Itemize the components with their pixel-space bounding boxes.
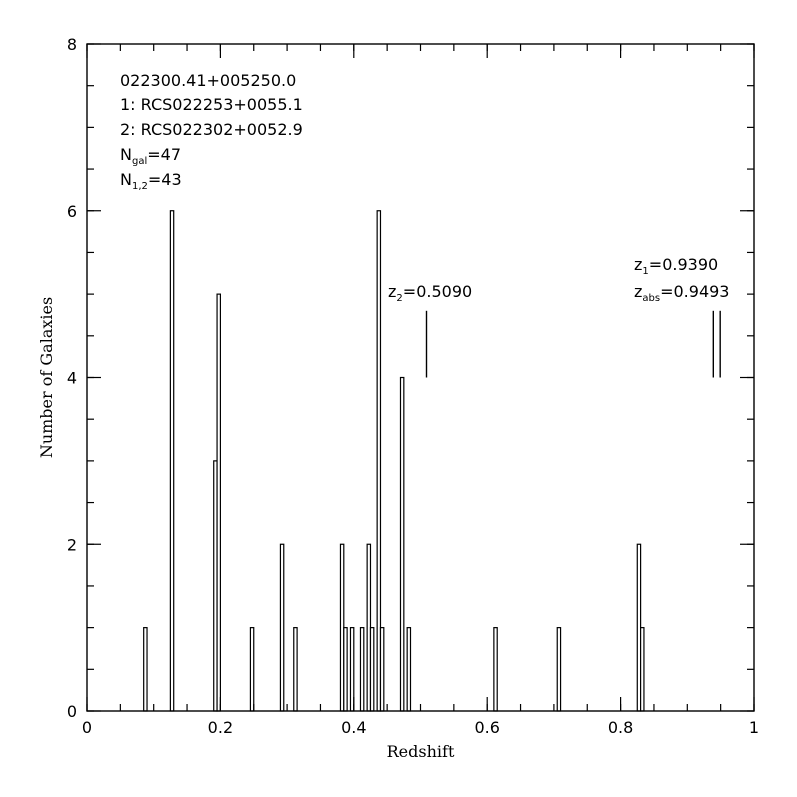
y-tick-label: 2 bbox=[67, 535, 77, 554]
histogram-bar bbox=[143, 627, 148, 712]
histogram-bar bbox=[293, 627, 298, 712]
histogram-bar bbox=[343, 627, 348, 712]
y-axis-title: Number of Galaxies bbox=[37, 297, 56, 458]
z2-z: z bbox=[388, 282, 396, 301]
x-axis-title: Redshift bbox=[387, 742, 455, 761]
histogram-bar bbox=[493, 627, 498, 712]
histogram-bar bbox=[216, 293, 222, 712]
cluster1-label: 1: RCS022253+0055.1 bbox=[120, 95, 303, 114]
histogram-bar bbox=[279, 543, 285, 712]
x-tick-label: 0.6 bbox=[474, 718, 499, 737]
zabs-value: =0.9493 bbox=[660, 282, 729, 301]
zabs-sub: abs bbox=[642, 293, 660, 304]
histogram-bar bbox=[640, 627, 645, 712]
histogram-bar bbox=[399, 376, 405, 712]
histogram-bar bbox=[379, 627, 385, 712]
x-tick-label: 0.2 bbox=[208, 718, 233, 737]
z1-sub: 1 bbox=[642, 266, 648, 277]
zabs-z: z bbox=[634, 282, 642, 301]
histogram-bar bbox=[249, 627, 255, 712]
x-tick-label: 0.4 bbox=[341, 718, 366, 737]
ngal-value: =47 bbox=[147, 145, 181, 164]
y-tick-label: 0 bbox=[67, 702, 77, 721]
z1-value: =0.9390 bbox=[649, 255, 718, 274]
redshift-markers-group bbox=[425, 310, 721, 378]
histogram-bar bbox=[169, 210, 175, 712]
n12-n: N bbox=[120, 170, 132, 189]
histogram-bar bbox=[406, 627, 412, 712]
z2-sub: 2 bbox=[396, 293, 402, 304]
ngal-label: Ngal=47 bbox=[120, 145, 181, 167]
zabs-label: zabs=0.9493 bbox=[634, 282, 729, 304]
histogram-bar bbox=[369, 627, 375, 712]
field-name-label: 022300.41+005250.0 bbox=[120, 71, 296, 90]
histogram-bar bbox=[556, 627, 562, 712]
ngal-sub: gal bbox=[132, 156, 147, 167]
n12-label: N1,2=43 bbox=[120, 170, 182, 192]
x-tick-label: 1 bbox=[749, 718, 759, 737]
bars-group bbox=[143, 210, 645, 712]
ngal-n: N bbox=[120, 145, 132, 164]
y-tick-label: 8 bbox=[67, 35, 77, 54]
ticks-group: 0 0.2 0.4 0.6 0.8 1 0 2 4 6 8 bbox=[67, 35, 759, 737]
z1-label: z1=0.9390 bbox=[634, 255, 718, 277]
n12-sub: 1,2 bbox=[132, 181, 148, 192]
n12-value: =43 bbox=[148, 170, 182, 189]
y-tick-label: 6 bbox=[67, 202, 77, 221]
x-tick-label: 0 bbox=[82, 718, 92, 737]
cluster2-label: 2: RCS022302+0052.9 bbox=[120, 120, 303, 139]
y-tick-label: 4 bbox=[67, 369, 77, 388]
z1-z: z bbox=[634, 255, 642, 274]
histogram-bar bbox=[359, 627, 365, 712]
plot-frame bbox=[86, 43, 755, 712]
z2-label: z2=0.5090 bbox=[388, 282, 472, 304]
x-tick-label: 0.8 bbox=[608, 718, 633, 737]
z2-value: =0.5090 bbox=[403, 282, 472, 301]
